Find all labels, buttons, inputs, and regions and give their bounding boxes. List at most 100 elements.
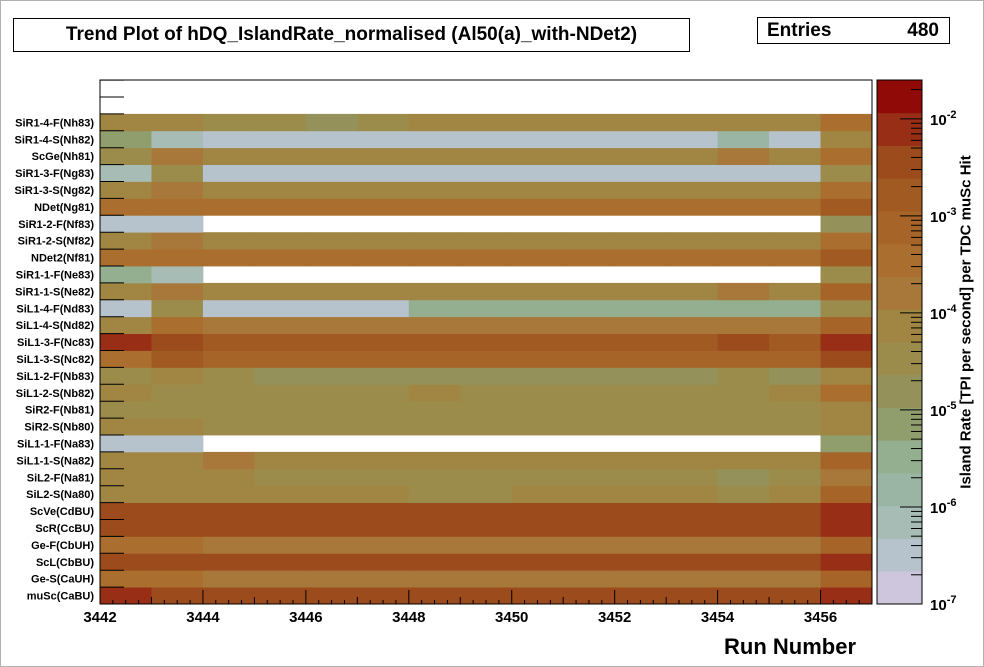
heatmap-cell: [717, 553, 770, 571]
y-tick-label: ScVe(CdBU): [30, 506, 95, 518]
heatmap-cell: [357, 164, 410, 182]
heatmap-cell: [717, 570, 770, 588]
heatmap-cell: [202, 502, 255, 520]
y-tick-label: SiL1-3-S(Nc82): [16, 354, 94, 366]
heatmap-cell: [511, 282, 564, 301]
heatmap-cell: [202, 198, 255, 216]
heatmap-cell: [408, 164, 461, 182]
heatmap-cell: [460, 198, 513, 216]
y-tick-label: SiR1-4-F(Nh83): [15, 117, 94, 129]
heatmap-cell: [305, 384, 358, 402]
heatmap-cell: [100, 570, 152, 588]
heatmap-cell: [460, 130, 513, 149]
palette-swatch: [877, 440, 922, 474]
z-tick-label: 10-5: [930, 400, 956, 420]
heatmap-cell: [408, 249, 461, 267]
heatmap-cell: [820, 384, 873, 402]
heatmap-cell: [202, 384, 255, 402]
palette-swatch: [877, 276, 922, 310]
heatmap-cell: [202, 113, 255, 132]
heatmap-cell: [202, 519, 255, 537]
heatmap-cell: [202, 350, 255, 368]
heatmap-cell: [820, 350, 873, 368]
heatmap-cell: [357, 384, 410, 402]
heatmap-cell: [717, 451, 770, 470]
heatmap-cell: [357, 367, 410, 385]
heatmap-cell: [100, 181, 152, 199]
heatmap-cell: [717, 198, 770, 216]
heatmap-cell: [202, 316, 255, 334]
heatmap-cell: [769, 113, 821, 132]
heatmap-cell: [202, 249, 255, 267]
heatmap-cell: [151, 536, 204, 554]
stats-entries-value: 480: [907, 20, 939, 41]
z-tick-labels: 10-7 10-6 10-5 10-4 10-3 10-2: [930, 109, 957, 614]
heatmap-cell: [769, 519, 821, 537]
heatmap-cell: [820, 519, 873, 537]
heatmap-cell: [717, 113, 770, 132]
heatmap-cell: [614, 384, 667, 402]
heatmap-cell: [614, 181, 667, 199]
heatmap-cell: [820, 418, 873, 436]
heatmap-cell: [202, 418, 255, 436]
y-tick-label: SiL1-1-F(Na83): [17, 438, 94, 450]
heatmap-cell: [151, 130, 204, 149]
heatmap-cell: [769, 147, 821, 165]
heatmap-cell: [408, 536, 461, 554]
heatmap-cell: [305, 553, 358, 571]
heatmap-cell: [408, 451, 461, 470]
heatmap-cell: [357, 181, 410, 199]
heatmap-cell: [614, 232, 667, 250]
heatmap-cell: [254, 519, 307, 537]
heatmap-cell: [769, 249, 821, 267]
heatmap-cell: [563, 367, 616, 385]
heatmap-cell: [820, 570, 873, 588]
heatmap-cell: [563, 570, 616, 588]
heatmap-cell: [717, 299, 770, 318]
x-tick-label: 3452: [598, 609, 631, 626]
y-tick-label: SiL1-3-F(Nc83): [17, 337, 94, 349]
heatmap-cell: [460, 384, 513, 402]
heatmap-cell: [820, 333, 873, 351]
heatmap-cell: [408, 316, 461, 334]
heatmap-cell: [305, 130, 358, 149]
heatmap-cell: [666, 181, 718, 199]
heatmap-cell: [408, 418, 461, 436]
heatmap-cell: [511, 232, 564, 250]
heatmap-cell: [305, 502, 358, 520]
heatmap-cell: [820, 198, 873, 216]
heatmap-cell: [202, 553, 255, 571]
heatmap-cell: [820, 249, 873, 267]
heatmap-cell: [305, 519, 358, 537]
heatmap-cell: [305, 333, 358, 351]
heatmap-cell: [460, 147, 513, 165]
heatmap-cell: [563, 468, 616, 487]
heatmap-cell: [460, 485, 513, 503]
heatmap-cell: [100, 418, 152, 436]
heatmap-cell: [511, 333, 564, 351]
heatmap-cell: [408, 130, 461, 149]
heatmap-cell: [460, 181, 513, 199]
plot-title: Trend Plot of hDQ_IslandRate_normalised …: [65, 24, 638, 45]
heatmap-cell: [460, 232, 513, 250]
heatmap-cell: [769, 384, 821, 402]
heatmap-cell: [254, 333, 307, 351]
heatmap-cell: [614, 401, 667, 419]
heatmap-cell: [151, 451, 204, 470]
heatmap-cell: [254, 181, 307, 199]
heatmap-cell: [666, 570, 718, 588]
heatmap-cell: [614, 570, 667, 588]
heatmap-cell: [100, 536, 152, 554]
heatmap-cell: [254, 401, 307, 419]
x-tick-label: 3450: [495, 609, 528, 626]
heatmap-cell: [614, 553, 667, 571]
heatmap-cell: [769, 164, 821, 182]
heatmap-cell: [100, 333, 152, 351]
heatmap-cell: [563, 350, 616, 368]
heatmap-cell: [666, 401, 718, 419]
heatmap-cell: [511, 164, 564, 182]
heatmap-cell: [100, 249, 152, 267]
heatmap-cell: [769, 451, 821, 470]
heatmap-cell: [563, 536, 616, 554]
heatmap-cell: [151, 502, 204, 520]
